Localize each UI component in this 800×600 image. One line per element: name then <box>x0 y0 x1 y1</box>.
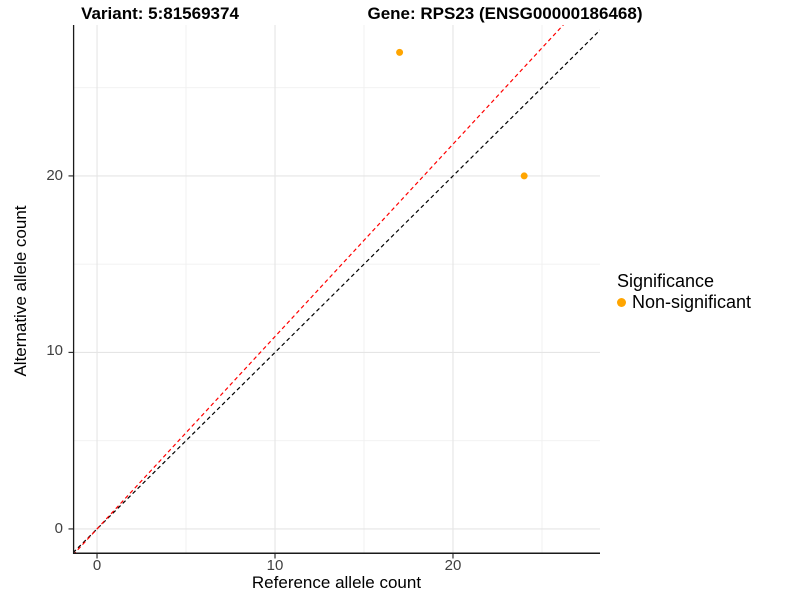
y-tick-label-10: 10 <box>46 342 63 359</box>
plot-panel <box>68 25 600 559</box>
y-tick-label-20: 20 <box>46 167 63 184</box>
x-tick-label-20: 20 <box>444 557 462 574</box>
expected-ratio-line <box>73 25 565 554</box>
plot-title-gene: Gene: RPS23 (ENSG00000186468) <box>367 4 643 23</box>
legend: Significance Non-significant <box>617 271 751 313</box>
legend-item-label: Non-significant <box>632 292 752 312</box>
legend-key-dot-icon <box>617 298 626 307</box>
x-tick-label-10: 10 <box>266 557 284 574</box>
data-point <box>396 48 404 56</box>
identity-line <box>73 29 600 554</box>
legend-item-non-significant: Non-significant <box>617 292 751 313</box>
data-point <box>520 172 528 180</box>
plot-title-variant: Variant: 5:81569374 <box>81 4 239 23</box>
x-tick-label-0: 0 <box>92 557 102 574</box>
x-axis-title: Reference allele count <box>251 573 422 592</box>
legend-title: Significance <box>617 271 715 291</box>
y-tick-label-0: 0 <box>54 520 63 537</box>
y-axis-title: Alternative allele count <box>11 205 30 377</box>
